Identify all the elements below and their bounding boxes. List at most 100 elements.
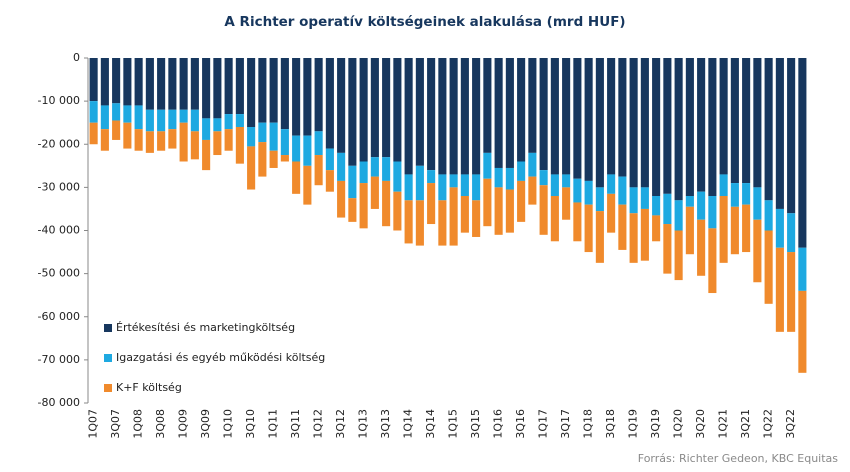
bar-segment [100, 58, 109, 106]
bar-segment [348, 165, 357, 199]
bar-segment [674, 58, 683, 201]
bar-segment [730, 183, 739, 207]
bar-segment [235, 114, 244, 127]
bar-segment [348, 198, 357, 222]
bar-segment [370, 157, 379, 177]
bar-segment [517, 58, 526, 162]
bar-segment [798, 247, 807, 291]
bar-segment [112, 103, 121, 121]
bar-segment [123, 58, 132, 106]
bar-segment [337, 180, 346, 218]
bar-segment [640, 187, 649, 209]
bar-segment [202, 139, 211, 171]
legend-label: K+F költség [116, 381, 182, 394]
bar-segment [607, 193, 616, 233]
bar-segment [697, 219, 706, 276]
bar-segment [472, 58, 481, 175]
bar-segment [550, 174, 559, 196]
x-tick-label: 3Q13 [379, 409, 392, 439]
bar-segment [247, 146, 256, 190]
bar-segment [505, 189, 514, 233]
bar-segment [742, 204, 751, 253]
bar-segment [607, 174, 616, 194]
bar-segment [359, 183, 368, 229]
bar-segment [213, 118, 222, 132]
bar-segment [539, 58, 548, 171]
bar-segment [787, 58, 796, 214]
bar-segment [134, 58, 143, 106]
x-tick-label: 1Q18 [582, 409, 595, 439]
x-tick-label: 3Q10 [244, 409, 257, 439]
bar-segment [730, 58, 739, 184]
bar-segment [224, 114, 233, 130]
bar-segment [213, 131, 222, 156]
bar-segment [393, 161, 402, 192]
bar-segment [292, 135, 301, 162]
x-tick-label: 1Q12 [312, 409, 325, 439]
bar-segment [494, 58, 503, 168]
bar-segment [483, 152, 492, 179]
bar-segment [528, 176, 537, 205]
bar-segment [404, 58, 413, 175]
bar-segment [235, 127, 244, 164]
bar-segment [685, 206, 694, 255]
bar-segment [190, 109, 199, 132]
bar-segment [775, 58, 784, 209]
bar-segment [618, 176, 627, 205]
bar-segment [550, 196, 559, 242]
bar-segment [370, 58, 379, 158]
bar-segment [775, 208, 784, 248]
bar-segment [607, 58, 616, 175]
bar-segment [157, 131, 166, 151]
x-tick-label: 3Q21 [739, 409, 752, 439]
bar-segment [708, 196, 717, 229]
bar-segment [528, 152, 537, 177]
x-tick-label: 3Q11 [289, 409, 302, 439]
bar-segment [652, 196, 661, 216]
x-tick-label: 1Q08 [132, 409, 145, 439]
x-tick-label: 1Q11 [267, 409, 280, 439]
bar-segment [123, 105, 132, 123]
bar-segment [539, 170, 548, 186]
bar-segment [427, 183, 436, 225]
bar-segment [415, 58, 424, 166]
bar-segment [348, 58, 357, 166]
bar-segment [595, 58, 604, 188]
x-tick-label: 3Q17 [559, 409, 572, 439]
legend-swatch [104, 354, 112, 362]
bar-segment [258, 122, 267, 143]
bar-segment [787, 252, 796, 332]
x-tick-label: 1Q19 [627, 409, 640, 439]
bar-segment [303, 165, 312, 205]
bar-segment [145, 131, 154, 153]
bar-segment [584, 58, 593, 181]
bar-segment [179, 122, 188, 162]
bar-segment [449, 174, 458, 188]
bar-segment [449, 58, 458, 175]
bar-segment [460, 58, 469, 175]
bar-segment [415, 200, 424, 246]
bar-segment [393, 191, 402, 231]
bar-segment [213, 58, 222, 119]
x-tick-label: 3Q19 [649, 409, 662, 439]
bar-segment [753, 187, 762, 220]
bar-segment [618, 58, 627, 177]
bar-segment [247, 127, 256, 147]
y-tick-label: -30 000 [38, 180, 80, 193]
bar-segment [483, 178, 492, 227]
bar-segment [258, 58, 267, 123]
bar-segment [618, 204, 627, 250]
x-tick-label: 3Q18 [604, 409, 617, 439]
bar-segment [505, 58, 514, 168]
bar-segment [202, 58, 211, 119]
bar-segment [595, 211, 604, 263]
bar-segment [168, 109, 177, 130]
bar-segment [685, 58, 694, 196]
bar-segment [145, 109, 154, 132]
bar-segment [89, 122, 98, 145]
y-tick-label: 0 [73, 51, 80, 64]
bar-segment [708, 58, 717, 196]
bar-segment [404, 200, 413, 244]
bar-segment [235, 58, 244, 115]
bar-segment [494, 187, 503, 235]
